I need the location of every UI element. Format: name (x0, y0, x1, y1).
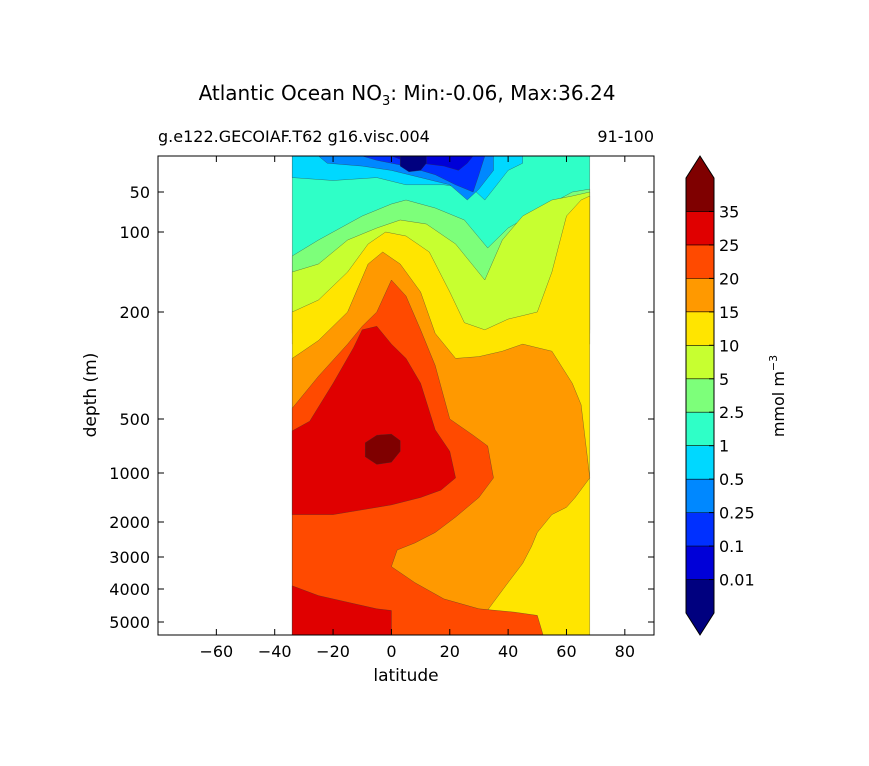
plot-area: −60 −40 −20 0 20 40 60 80 50 100 200 500 1000 2000 30… (109, 155, 655, 661)
colorbar-segment (686, 378, 714, 413)
y-tick-label: 5000 (109, 613, 150, 632)
x-tick-label: 80 (615, 642, 635, 661)
contour-region-7 (291, 585, 392, 635)
y-tick-label: 50 (130, 183, 150, 202)
colorbar-tick-label: 5 (719, 370, 729, 389)
colorbar-outline (685, 155, 715, 636)
colorbar-segment (686, 546, 714, 580)
x-tick-label: 20 (440, 642, 460, 661)
contour-region-8 (364, 433, 401, 465)
colorbar-segment (686, 445, 714, 480)
contour-region-13 (399, 156, 427, 173)
colorbar-segment (686, 479, 714, 514)
x-axis: −60 −40 −20 0 20 40 60 80 (199, 156, 635, 661)
y-tick-label: 4000 (109, 580, 150, 599)
colorbar-tick-label: 35 (719, 202, 739, 221)
x-tick-label: −40 (258, 642, 292, 661)
colorbar-tick-label: 0.01 (719, 571, 755, 590)
y-tick-label: 100 (119, 223, 150, 242)
colorbar-tick-label: 1 (719, 437, 729, 456)
plot-frame (157, 155, 655, 636)
x-axis-label: latitude (373, 666, 438, 686)
colorbar-tick-label: 0.5 (719, 470, 744, 489)
contour-layer (291, 156, 591, 635)
colorbar-segment (686, 512, 714, 547)
y-tick-label: 1000 (109, 464, 150, 483)
colorbar-tick-label: 2.5 (719, 403, 744, 422)
colorbar-segment (686, 345, 714, 380)
y-axis-label: depth (m) (81, 353, 101, 438)
contour-region-6 (291, 326, 456, 515)
colorbar-segment (686, 244, 714, 279)
x-tick-label: 60 (556, 642, 576, 661)
x-tick-label: 0 (386, 642, 396, 661)
colorbar-segment (686, 278, 714, 313)
colorbar-tick-label: 0.25 (719, 504, 755, 523)
colorbar-tick-label: 20 (719, 269, 739, 288)
colorbar-segment (686, 211, 714, 246)
colorbar-tick-label: 10 (719, 336, 739, 355)
colorbar: 0.01 0.1 0.25 0.5 1 2.5 5 10 15 20 25 35 (685, 155, 755, 636)
colorbar-tick-label: 0.1 (719, 537, 744, 556)
y-tick-label: 3000 (109, 548, 150, 567)
colorbar-tick-label: 15 (719, 303, 739, 322)
colorbar-segment (686, 412, 714, 447)
y-tick-label: 200 (119, 303, 150, 322)
y-tick-label: 2000 (109, 513, 150, 532)
chart-title: Atlantic Ocean NO3: Min:-0.06, Max:36.24 (199, 81, 616, 109)
colorbar-segment (686, 579, 714, 614)
y-axis: 50 100 200 500 1000 2000 3000 4000 5000 (109, 183, 654, 632)
x-tick-label: 40 (498, 642, 518, 661)
subtitle-left: g.e122.GECOIAF.T62 g16.visc.004 (158, 127, 430, 146)
colorbar-segment (686, 178, 714, 212)
y-tick-label: 500 (119, 410, 150, 429)
subtitle-right: 91-100 (597, 127, 654, 146)
x-tick-label: −60 (199, 642, 233, 661)
colorbar-extend-min (686, 613, 714, 635)
colorbar-label: mmol m−3 (767, 355, 788, 437)
x-tick-label: −20 (316, 642, 350, 661)
colorbar-tick-label: 25 (719, 236, 739, 255)
colorbar-extend-max (686, 156, 714, 178)
colorbar-segment (686, 311, 714, 346)
